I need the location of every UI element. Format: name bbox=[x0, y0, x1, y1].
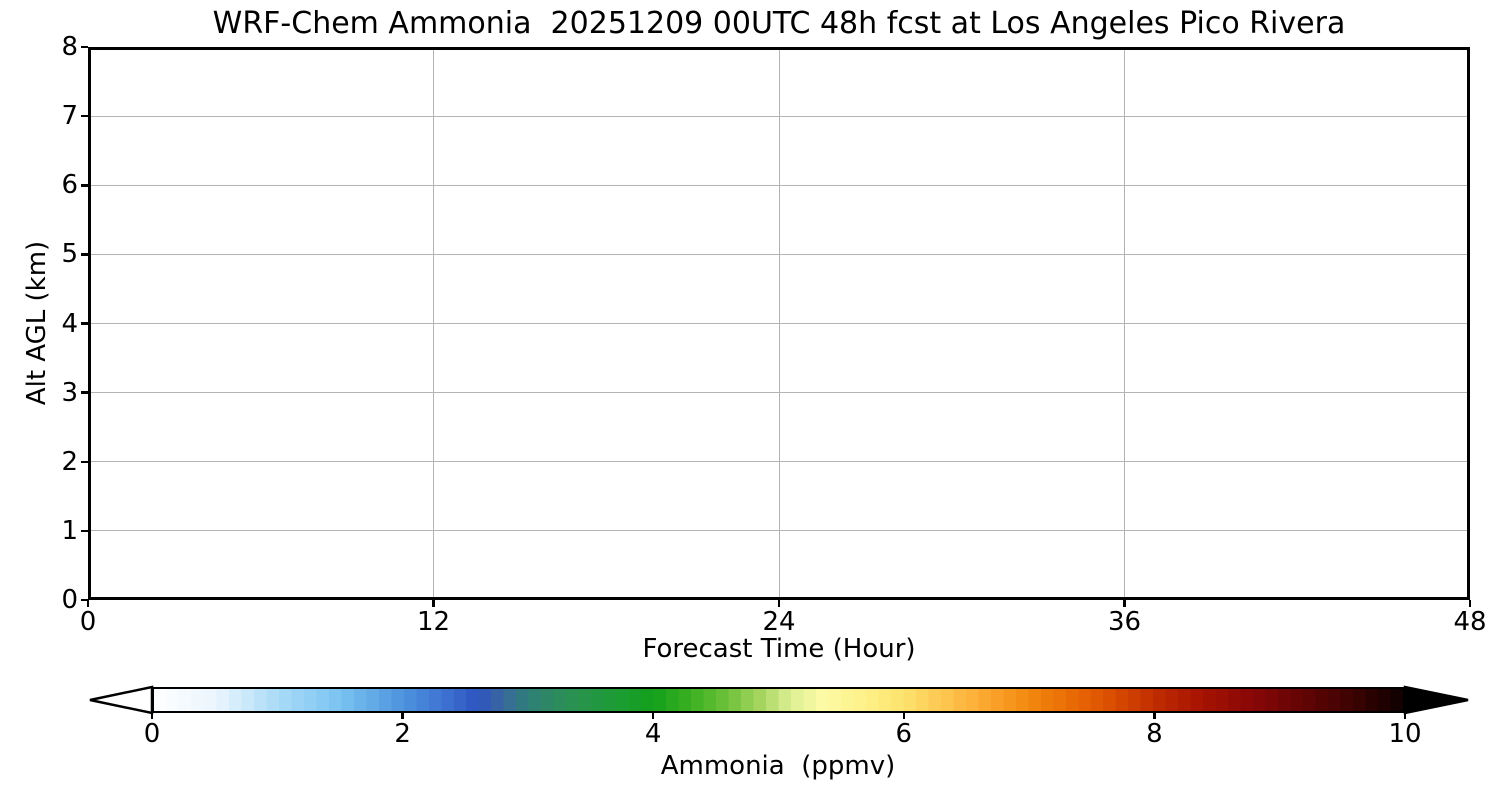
y-tick-label-8: 8 bbox=[61, 32, 78, 62]
colorbar-label: Ammonia (ppmv) bbox=[660, 751, 896, 781]
gridline-y-1 bbox=[91, 530, 1467, 532]
colorbar-tick-mark-0 bbox=[150, 713, 154, 719]
y-axis-label: Alt AGL (km) bbox=[22, 240, 52, 406]
colorbar-under-arrow-icon bbox=[89, 685, 154, 715]
y-tick-mark-8 bbox=[81, 45, 88, 49]
x-tick-mark-36 bbox=[1123, 600, 1126, 607]
y-tick-label-0: 0 bbox=[61, 585, 78, 615]
colorbar-tick-label-4: 4 bbox=[644, 719, 662, 749]
y-tick-label-7: 7 bbox=[61, 101, 78, 132]
gridline-y-2 bbox=[91, 461, 1467, 463]
colorbar-tick-label-2: 2 bbox=[394, 719, 411, 749]
colorbar-tick-label-6: 6 bbox=[895, 719, 913, 749]
colorbar-tick-label-10: 10 bbox=[1388, 719, 1422, 749]
colorbar-tick-mark-2 bbox=[401, 713, 404, 719]
y-tick-mark-6 bbox=[81, 184, 88, 187]
y-tick-label-5: 5 bbox=[61, 239, 78, 270]
y-tick-mark-1 bbox=[81, 529, 88, 533]
colorbar-over-arrow-icon bbox=[1403, 685, 1469, 715]
x-tick-label-48: 48 bbox=[1453, 607, 1487, 637]
colorbar-tick-mark-10 bbox=[1403, 713, 1407, 719]
y-tick-mark-0 bbox=[81, 598, 88, 602]
y-tick-mark-5 bbox=[81, 253, 88, 256]
gridline-y-5 bbox=[91, 253, 1467, 255]
colorbar-tick-label-8: 8 bbox=[1146, 719, 1163, 749]
colorbar-tick-mark-4 bbox=[651, 713, 655, 719]
colorbar-gradient bbox=[152, 687, 1405, 713]
gridline-y-3 bbox=[91, 392, 1467, 394]
x-tick-label-12: 12 bbox=[416, 607, 451, 637]
colorbar-arrows bbox=[89, 685, 1469, 715]
colorbar-tick-label-0: 0 bbox=[143, 719, 161, 749]
y-tick-mark-3 bbox=[81, 391, 88, 394]
x-tick-mark-24 bbox=[777, 600, 781, 607]
y-tick-label-2: 2 bbox=[61, 446, 78, 477]
y-tick-mark-7 bbox=[81, 114, 88, 118]
x-tick-label-0: 0 bbox=[79, 607, 97, 637]
x-tick-label-36: 36 bbox=[1107, 607, 1142, 637]
x-tick-mark-0 bbox=[86, 600, 90, 607]
x-tick-label-24: 24 bbox=[762, 607, 796, 637]
y-tick-label-1: 1 bbox=[61, 515, 78, 546]
y-tick-mark-4 bbox=[81, 322, 88, 325]
colorbar-tick-mark-6 bbox=[902, 713, 906, 719]
colorbar-tick-mark-8 bbox=[1153, 713, 1156, 719]
y-tick-label-3: 3 bbox=[61, 377, 78, 408]
x-tick-mark-48 bbox=[1468, 600, 1472, 607]
gridline-y-4 bbox=[91, 323, 1467, 324]
gridline-y-7 bbox=[91, 115, 1467, 117]
y-tick-label-4: 4 bbox=[61, 308, 78, 339]
y-tick-label-6: 6 bbox=[61, 170, 78, 201]
chart-title: WRF-Chem Ammonia 20251209 00UTC 48h fcst… bbox=[212, 6, 1346, 41]
x-axis-label: Forecast Time (Hour) bbox=[642, 634, 916, 664]
gridline-y-6 bbox=[91, 184, 1467, 186]
x-tick-mark-12 bbox=[432, 600, 435, 607]
y-tick-mark-2 bbox=[81, 460, 88, 463]
